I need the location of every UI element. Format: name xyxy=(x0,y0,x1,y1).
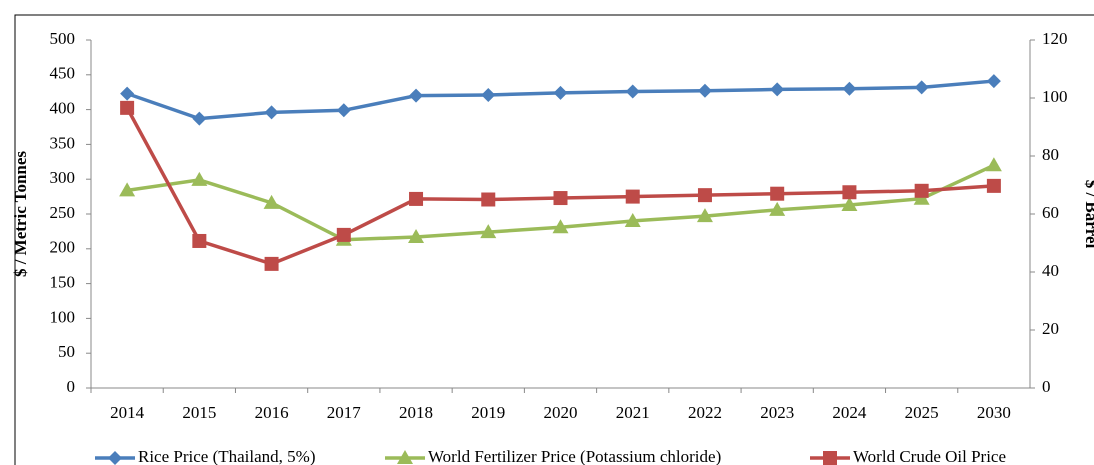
data-point xyxy=(409,88,424,103)
data-point xyxy=(914,183,929,198)
x-tick-label: 2015 xyxy=(182,403,216,422)
data-point xyxy=(625,189,640,204)
data-point xyxy=(336,103,351,118)
y-tick-label: 450 xyxy=(50,64,76,83)
legend-marker xyxy=(397,450,413,464)
x-tick-label: 2019 xyxy=(471,403,505,422)
legend-label: World Crude Oil Price xyxy=(853,447,1006,465)
y-tick-label: 300 xyxy=(50,168,76,187)
data-point xyxy=(552,219,569,234)
data-point xyxy=(914,80,929,95)
y2-tick-label: 0 xyxy=(1042,377,1051,396)
x-tick-label: 2024 xyxy=(832,403,867,422)
data-point xyxy=(336,227,351,242)
y-tick-label: 400 xyxy=(50,99,76,118)
y-tick-label: 350 xyxy=(50,133,76,152)
data-point xyxy=(192,111,207,126)
data-point xyxy=(408,228,425,243)
data-point xyxy=(985,157,1002,172)
x-tick-label: 2022 xyxy=(688,403,722,422)
data-point xyxy=(119,182,136,197)
data-point xyxy=(480,224,497,239)
data-point xyxy=(409,191,424,206)
data-point xyxy=(263,194,280,209)
data-point xyxy=(481,87,496,102)
data-point xyxy=(841,196,858,211)
data-point xyxy=(697,188,712,203)
data-point xyxy=(842,81,857,96)
x-tick-label: 2020 xyxy=(544,403,578,422)
data-point xyxy=(842,185,857,200)
legend-label: Rice Price (Thailand, 5%) xyxy=(138,447,316,465)
data-point xyxy=(264,105,279,120)
data-point xyxy=(553,85,568,100)
x-tick-label: 2025 xyxy=(905,403,939,422)
legend-label: World Fertilizer Price (Potassium chlori… xyxy=(428,447,721,465)
y2-tick-label: 100 xyxy=(1042,87,1068,106)
y2-tick-label: 20 xyxy=(1042,319,1059,338)
y2-axis-title: $ / Barrel xyxy=(1082,180,1094,249)
x-tick-label: 2016 xyxy=(255,403,289,422)
x-tick-label: 2014 xyxy=(110,403,145,422)
series-line xyxy=(125,107,995,266)
data-point xyxy=(625,84,640,99)
y-tick-label: 100 xyxy=(50,307,76,326)
y-tick-label: 50 xyxy=(58,342,75,361)
y-tick-label: 200 xyxy=(50,238,76,257)
data-point xyxy=(624,212,641,227)
data-point xyxy=(553,191,568,206)
data-point xyxy=(192,233,207,248)
x-tick-label: 2018 xyxy=(399,403,433,422)
chart-border xyxy=(14,14,1094,465)
data-point xyxy=(481,192,496,207)
data-point xyxy=(696,208,713,223)
y2-tick-label: 60 xyxy=(1042,203,1059,222)
legend-marker xyxy=(108,451,122,465)
legend-marker xyxy=(823,451,837,465)
x-tick-label: 2030 xyxy=(977,403,1011,422)
data-point xyxy=(697,83,712,98)
data-point xyxy=(264,256,279,271)
y2-tick-label: 80 xyxy=(1042,145,1059,164)
data-point xyxy=(986,178,1001,193)
data-point xyxy=(120,86,135,101)
y-tick-label: 500 xyxy=(50,29,76,48)
data-point xyxy=(770,82,785,97)
y-tick-label: 150 xyxy=(50,273,76,292)
data-point xyxy=(770,186,785,201)
data-point xyxy=(986,74,1001,89)
y2-tick-label: 120 xyxy=(1042,29,1068,48)
x-tick-label: 2021 xyxy=(616,403,650,422)
y2-tick-label: 40 xyxy=(1042,261,1059,280)
x-tick-label: 2023 xyxy=(760,403,794,422)
data-point xyxy=(191,171,208,186)
data-point xyxy=(769,201,786,216)
y-axis-title: $ / Metric Tonnes xyxy=(11,151,30,277)
y-tick-label: 0 xyxy=(67,377,76,396)
data-point xyxy=(120,100,135,115)
x-tick-label: 2017 xyxy=(327,403,362,422)
y-tick-label: 250 xyxy=(50,203,76,222)
